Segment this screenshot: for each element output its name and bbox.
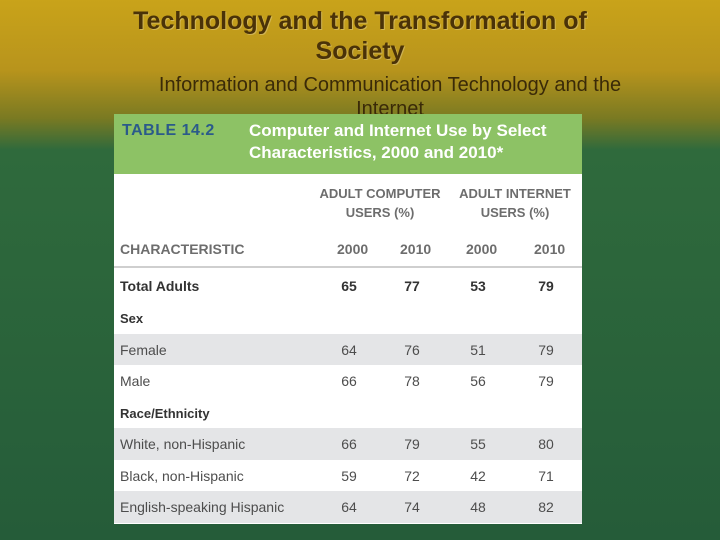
table-cell: 80 [538, 436, 554, 452]
section-label: Race/Ethnicity [120, 405, 210, 421]
table-cell: 59 [341, 467, 357, 484]
table-row: Black, non-Hispanic 59 72 42 71 [114, 460, 582, 492]
slide-title-line1: Technology and the Transformation of [133, 7, 587, 35]
column-header: 2010 [534, 241, 566, 257]
table-row: English-speaking Hispanic 64 74 48 82 [114, 491, 582, 523]
table-cell: 76 [404, 341, 420, 358]
column-header: CHARACTERISTIC [120, 241, 245, 257]
table-cell: 66 [341, 373, 357, 389]
group-computer-line1: ADULT COMPUTER [319, 186, 441, 201]
group-internet-line2: USERS (%) [480, 205, 550, 220]
table-row-total: Total Adults 65 77 53 79 [114, 268, 582, 302]
group-label-internet: ADULT INTERNET USERS (%) [452, 184, 578, 222]
section-label: Sex [120, 311, 144, 326]
table-caption-line1: Computer and Internet Use by Select [249, 121, 547, 140]
slide-title-line2: Society [315, 37, 405, 65]
group-internet-line1: ADULT INTERNET [459, 186, 571, 201]
table-cell: 72 [404, 467, 420, 484]
table-row: White, non-Hispanic 66 79 55 80 [114, 428, 582, 460]
table-cell: 56 [470, 373, 486, 389]
section-header-sex: Sex [114, 302, 582, 334]
table-cell: 79 [538, 341, 554, 358]
data-table: TABLE 14.2 Computer and Internet Use by … [114, 114, 582, 524]
table-caption-line2: Characteristics, 2000 and 2010* [249, 143, 504, 162]
table-header-row: CHARACTERISTIC 2000 2010 2000 2010 [114, 232, 582, 268]
row-label: White, non-Hispanic [120, 436, 246, 452]
table-cell: 53 [470, 278, 486, 294]
table-cell: 42 [470, 467, 486, 484]
table-caption: Computer and Internet Use by Select Char… [249, 120, 569, 164]
column-groups: ADULT COMPUTER USERS (%) ADULT INTERNET … [114, 174, 582, 232]
table-cell: 74 [404, 499, 420, 515]
table-cell: 64 [341, 341, 357, 358]
table-cell: 77 [404, 278, 420, 294]
slide-title: Technology and the Transformation of Soc… [60, 6, 660, 66]
row-label: Black, non-Hispanic [120, 467, 244, 484]
column-header: 2010 [400, 241, 432, 257]
table-cell: 79 [538, 373, 554, 389]
row-label: Total Adults [120, 278, 200, 294]
table-cell: 64 [341, 499, 357, 515]
table-row: Male 66 78 56 79 [114, 365, 582, 397]
table-cell: 51 [470, 341, 486, 358]
row-label: Female [120, 341, 167, 358]
section-header-race: Race/Ethnicity [114, 397, 582, 429]
table-row: Female 64 76 51 79 [114, 333, 582, 365]
row-label: English-speaking Hispanic [120, 499, 285, 515]
table-header: TABLE 14.2 Computer and Internet Use by … [114, 114, 582, 174]
table-cell: 48 [470, 499, 486, 515]
table-cell: 71 [538, 467, 554, 484]
table-cell: 79 [404, 436, 420, 452]
table-cell: 65 [341, 278, 357, 294]
group-label-computer: ADULT COMPUTER USERS (%) [317, 184, 443, 222]
group-computer-line2: USERS (%) [345, 205, 415, 220]
table-number: TABLE 14.2 [122, 122, 215, 139]
table-cell: 79 [538, 278, 554, 294]
table-cell: 78 [404, 373, 420, 389]
column-header: 2000 [466, 241, 498, 257]
slide-subtitle-line1: Information and Communication Technology… [158, 74, 622, 96]
table-cell: 66 [341, 436, 357, 452]
table-cell: 82 [538, 499, 554, 515]
column-header: 2000 [337, 241, 369, 257]
row-label: Male [120, 373, 151, 389]
table-cell: 55 [470, 436, 486, 452]
